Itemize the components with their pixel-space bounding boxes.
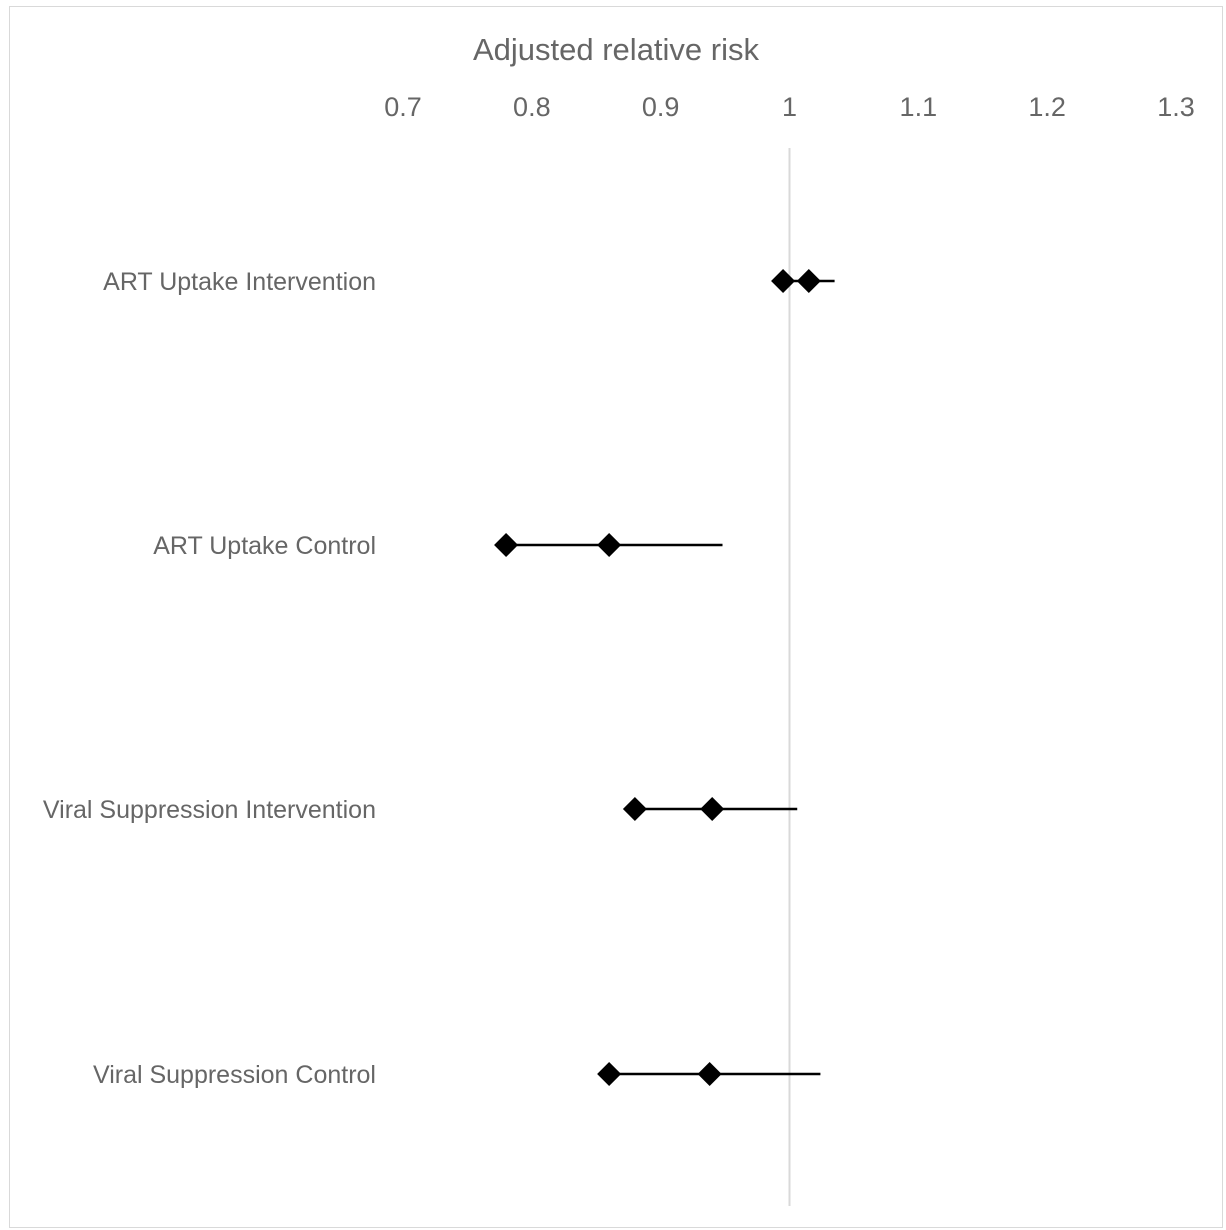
category-label: ART Uptake Intervention [103,268,376,296]
x-tick-label: 1.3 [1157,92,1195,122]
plot-row: Viral Suppression Intervention [43,796,798,824]
diamond-marker [597,533,622,557]
diamond-marker [697,1062,722,1086]
x-tick-label: 1.1 [900,92,938,122]
x-tick-label: 0.7 [384,92,422,122]
plot-row: ART Uptake Control [153,532,723,560]
plot-rows: ART Uptake Intervention ART Uptake Contro… [43,268,835,1089]
diamond-marker [796,269,821,293]
category-label: Viral Suppression Control [93,1061,376,1089]
x-tick-labels: 0.7 0.8 0.9 1 1.1 1.2 1.3 [384,92,1195,122]
diamond-marker [771,269,796,293]
x-tick-label: 0.8 [513,92,551,122]
x-tick-label: 1.2 [1028,92,1066,122]
category-label: Viral Suppression Intervention [43,796,376,824]
category-label: ART Uptake Control [153,532,376,560]
diamond-marker [494,533,519,557]
diamond-marker [622,797,647,821]
plot-row: ART Uptake Intervention [103,268,835,296]
plot-row: Viral Suppression Control [93,1061,821,1089]
x-axis-title: Adjusted relative risk [473,32,760,67]
x-tick-label: 0.9 [642,92,680,122]
x-tick-label: 1 [782,92,797,122]
chart-frame [9,6,1223,1228]
diamond-marker [597,1062,622,1086]
diamond-marker [700,797,725,821]
